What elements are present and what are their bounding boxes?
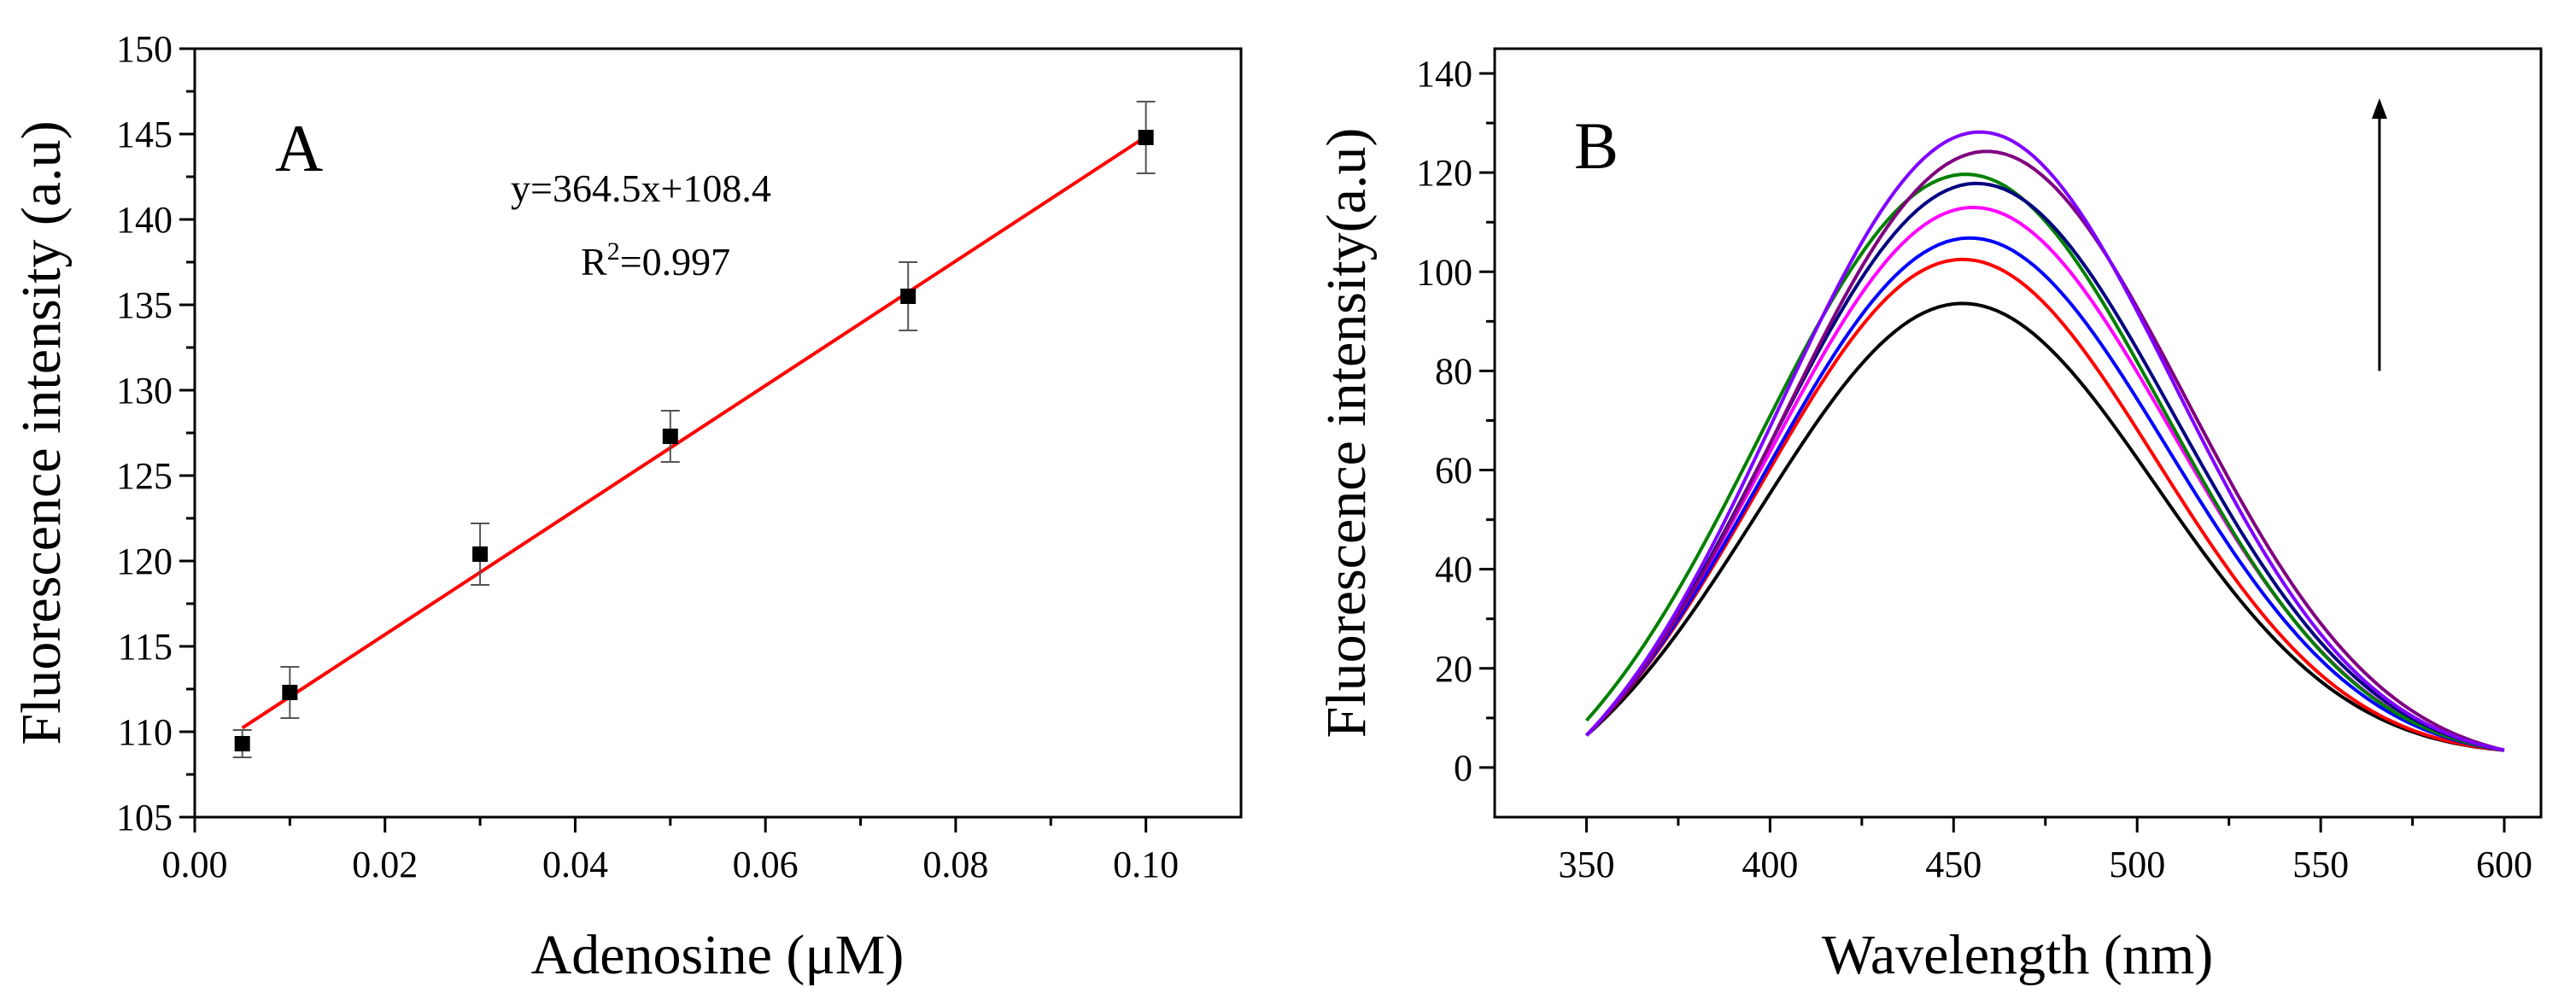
- x-tick-label: 400: [1742, 844, 1798, 885]
- panel-a-y-axis-label: Fluorescence intensity (a.u): [10, 120, 73, 745]
- x-tick-label: 550: [2292, 844, 2349, 885]
- spectrum-line: [1584, 172, 2505, 752]
- data-point: [282, 685, 298, 700]
- x-tick-label: 450: [1925, 844, 1982, 885]
- x-tick-label: 0.06: [733, 844, 799, 885]
- panel-a-label: A: [275, 111, 323, 185]
- panel-a-plot-frame: [193, 47, 1243, 819]
- x-tick-label: 0.08: [922, 844, 988, 885]
- y-tick-label: 105: [116, 797, 173, 838]
- spectrum-line: [1585, 257, 2505, 752]
- data-point: [472, 546, 489, 562]
- x-tick-label: 0.02: [352, 844, 418, 885]
- panel-b-x-axis-label: Wavelength (nm): [1822, 924, 2213, 986]
- y-tick-label: 145: [116, 114, 173, 155]
- x-tick-label: 600: [2476, 844, 2532, 885]
- panel-a-equation: y=364.5x+108.4: [511, 166, 771, 210]
- panel-a-fit-line-group: [241, 135, 1147, 730]
- y-tick-label: 125: [116, 455, 173, 497]
- spectrum-line: [1585, 149, 2505, 752]
- y-tick-label: 135: [116, 284, 173, 326]
- y-tick-label: 150: [116, 28, 173, 70]
- r2-superscript: 2: [607, 237, 620, 266]
- panel-a: 0.00 0.02 0.04 0.06 0.08 0.10 105 110 115 120 125…: [10, 28, 1243, 986]
- y-tick-label: 115: [118, 626, 173, 668]
- panel-b-plot-frame: [1493, 47, 2543, 819]
- data-point: [234, 736, 250, 751]
- arrow-head: [2371, 98, 2387, 120]
- x-tick-label: 0.10: [1113, 844, 1179, 885]
- x-tick-label: 0.04: [542, 844, 608, 885]
- x-tick-label: 0.00: [162, 844, 228, 885]
- data-point: [1138, 130, 1154, 145]
- spectrum-line: [1585, 301, 2505, 752]
- y-tick-label: 40: [1435, 549, 1472, 591]
- spectrum-line: [1585, 236, 2505, 752]
- data-point: [662, 429, 678, 444]
- y-tick-label: 140: [1416, 53, 1472, 95]
- y-tick-label: 20: [1435, 648, 1472, 690]
- r2-value: =0.997: [620, 240, 730, 283]
- spectrum-line: [1585, 130, 2505, 752]
- y-tick-label: 100: [1416, 251, 1472, 293]
- spectrum-line: [1585, 181, 2505, 752]
- y-tick-label: 140: [116, 199, 173, 241]
- panel-b-label: B: [1574, 108, 1619, 183]
- y-tick-label: 120: [116, 540, 173, 582]
- r2-prefix: R: [581, 240, 607, 283]
- x-tick-label: 350: [1558, 844, 1614, 885]
- y-tick-label: 130: [116, 370, 173, 412]
- panel-b-arrow: [2371, 98, 2387, 371]
- panel-b-x-ticks: 350 400 450 500 550 600: [1558, 817, 2532, 885]
- panel-a-r-squared: R2=0.997: [581, 237, 730, 283]
- panel-a-data-points: [232, 101, 1156, 758]
- fit-line: [241, 135, 1147, 730]
- data-point: [900, 289, 916, 304]
- panel-b-y-ticks: 0 20 40 60 80 100 120 140: [1416, 53, 1495, 789]
- y-tick-label: 110: [118, 711, 173, 753]
- panel-a-y-ticks: 105 110 115 120 125 130 135 140 145 150: [116, 28, 195, 838]
- panel-a-x-axis-label: Adenosine (μM): [531, 924, 905, 986]
- panel-b-series-group: [1584, 130, 2505, 752]
- y-tick-label: 0: [1454, 747, 1472, 789]
- x-tick-label: 500: [2109, 844, 2165, 885]
- spectrum-line: [1585, 205, 2505, 752]
- y-tick-label: 120: [1416, 152, 1472, 194]
- y-tick-label: 80: [1435, 350, 1472, 392]
- y-tick-label: 60: [1435, 450, 1472, 492]
- panel-a-x-ticks: 0.00 0.02 0.04 0.06 0.08 0.10: [162, 817, 1179, 885]
- panel-b-y-axis-label: Fluorescence intensity(a.u): [1315, 128, 1378, 739]
